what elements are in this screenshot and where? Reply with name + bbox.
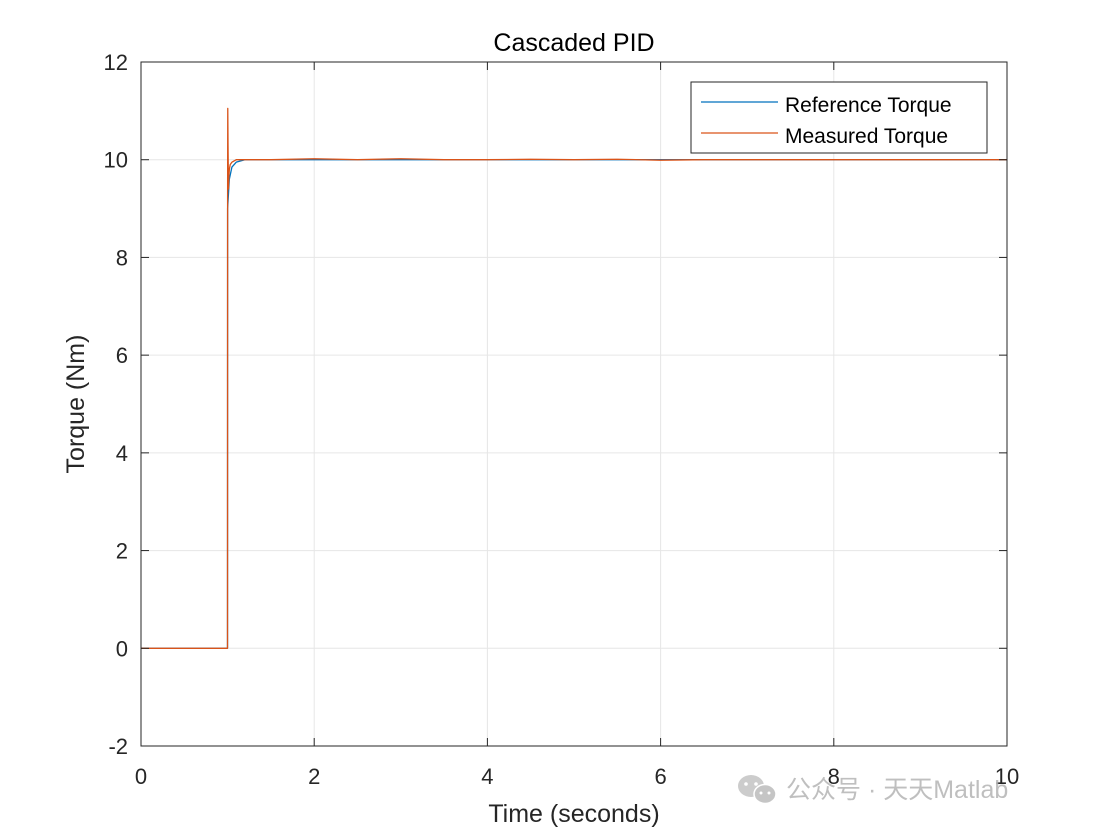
x-tick-label: 2 — [308, 764, 320, 789]
legend-box — [690, 81, 988, 154]
watermark: 公众号 · 天天Matlab — [738, 775, 1008, 805]
legend-label-reference-torque: Reference Torque — [785, 94, 952, 117]
y-tick-label: 10 — [104, 148, 128, 173]
x-tick-label: 6 — [654, 764, 666, 789]
x-tick-label: 8 — [828, 764, 840, 789]
legend[interactable]: Reference Torque Measured Torque — [690, 81, 988, 154]
plot-background — [141, 62, 1007, 746]
legend-label-measured-torque: Measured Torque — [785, 125, 948, 148]
chart-title: Cascaded PID — [493, 29, 654, 57]
plot-area: 0 2 4 6 8 10 -2 0 2 4 6 8 10 12 — [104, 50, 1020, 789]
y-tick-label: 8 — [116, 245, 128, 270]
ticks: 0 2 4 6 8 10 -2 0 2 4 6 8 10 12 — [104, 50, 1020, 789]
y-tick-label: 2 — [116, 539, 128, 564]
wechat-icon — [738, 775, 777, 805]
x-tick-label: 0 — [135, 764, 147, 789]
watermark-text: 公众号 · 天天Matlab — [786, 776, 1008, 804]
y-axis-label: Torque (Nm) — [62, 335, 90, 474]
x-axis-label: Time (seconds) — [488, 800, 659, 828]
x-tick-label: 4 — [481, 764, 493, 789]
y-tick-label: 0 — [116, 636, 128, 661]
series-layer — [141, 107, 1007, 649]
y-tick-label: -2 — [108, 734, 128, 759]
y-tick-label: 12 — [104, 50, 128, 75]
y-tick-label: 6 — [116, 343, 128, 368]
plot-frame — [140, 61, 1008, 747]
y-tick-label: 4 — [116, 441, 128, 466]
series-line-measured-torque — [141, 107, 1007, 649]
x-tick-label: 10 — [995, 764, 1019, 789]
